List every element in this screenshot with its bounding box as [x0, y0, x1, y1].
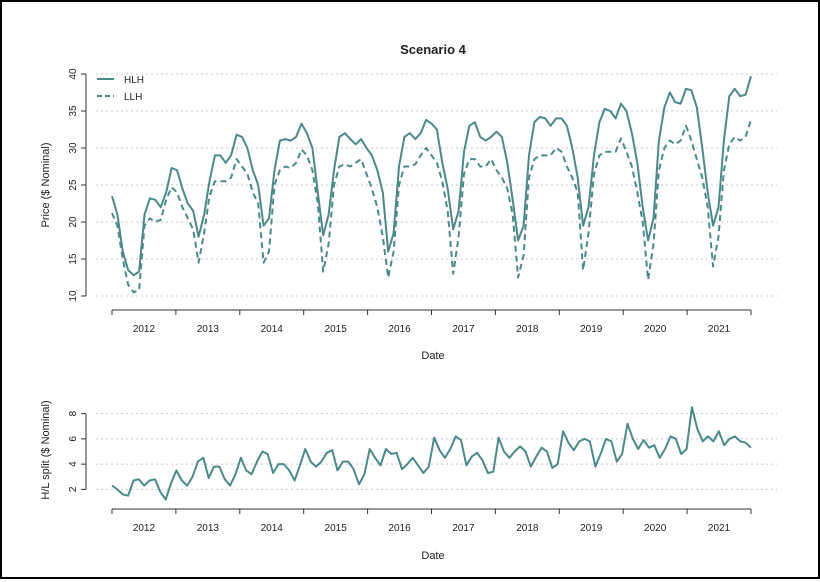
split-y-axis-label: H/L split ($ Nominal) — [40, 400, 52, 499]
split-x-tick-label: 2016 — [388, 523, 411, 534]
split-y-axis: 2 4 6 8 — [68, 410, 87, 492]
split-x-axis: 2012 2013 2014 2015 2016 2017 2018 2019 2020 2021 — [111, 508, 752, 534]
split-x-tick-label: 2017 — [452, 523, 475, 534]
split-series-group — [111, 406, 752, 501]
price-y-tick-label: 10 — [68, 290, 79, 302]
price-x-tick-label: 2013 — [197, 324, 220, 335]
price-y-axis-label: Price ($ Nominal) — [40, 143, 52, 228]
split-y-tick-label: 6 — [68, 436, 79, 442]
price-x-tick-label: 2019 — [580, 324, 603, 335]
price-x-tick-label: 2017 — [452, 324, 475, 335]
price-x-axis-label: Date — [421, 350, 444, 362]
price-x-tick-label: 2014 — [261, 324, 284, 335]
price-grid — [96, 73, 777, 297]
price-x-tick-label: 2015 — [325, 324, 348, 335]
price-y-tick-label: 25 — [68, 179, 79, 191]
legend-hlh-label: HLH — [124, 75, 144, 86]
price-y-tick-label: 20 — [68, 216, 79, 228]
split-y-tick-label: 2 — [68, 486, 79, 492]
price-y-tick-label: 40 — [68, 68, 79, 80]
split-x-tick-label: 2019 — [580, 523, 603, 534]
split-y-tick-label: 8 — [68, 410, 79, 416]
price-y-tick-label: 35 — [68, 105, 79, 117]
split-x-tick-label: 2014 — [261, 523, 284, 534]
price-y-tick-label: 15 — [68, 253, 79, 265]
price-x-tick-label: 2012 — [133, 324, 156, 335]
split-x-tick-label: 2018 — [516, 523, 539, 534]
legend-llh-label: LLH — [124, 92, 142, 103]
price-x-tick-label: 2021 — [708, 324, 731, 335]
split-x-tick-label: 2013 — [197, 523, 220, 534]
price-y-axis: 10 15 20 25 30 35 40 — [68, 68, 87, 302]
split-x-tick-label: 2012 — [133, 523, 156, 534]
price-x-tick-label: 2016 — [388, 324, 411, 335]
split-x-tick-label: 2020 — [644, 523, 667, 534]
split-x-tick-label: 2015 — [325, 523, 348, 534]
split-x-tick-label: 2021 — [708, 523, 731, 534]
price-x-tick-label: 2020 — [644, 324, 667, 335]
price-x-tick-label: 2018 — [516, 324, 539, 335]
price-series-group — [111, 75, 752, 294]
chart-title: Scenario 4 — [400, 42, 467, 57]
price-series-llh-line — [111, 119, 752, 294]
price-x-axis: 2012 2013 2014 2015 2016 2017 2018 2019 2020 2021 — [111, 309, 752, 335]
split-y-tick-label: 4 — [68, 461, 79, 467]
split-x-axis-label: Date — [421, 550, 444, 562]
split-series-line-line — [111, 406, 752, 501]
legend: HLH LLH — [97, 75, 144, 103]
price-y-tick-label: 30 — [68, 142, 79, 154]
price-series-hlh-line — [111, 75, 752, 277]
split-grid — [96, 413, 777, 490]
